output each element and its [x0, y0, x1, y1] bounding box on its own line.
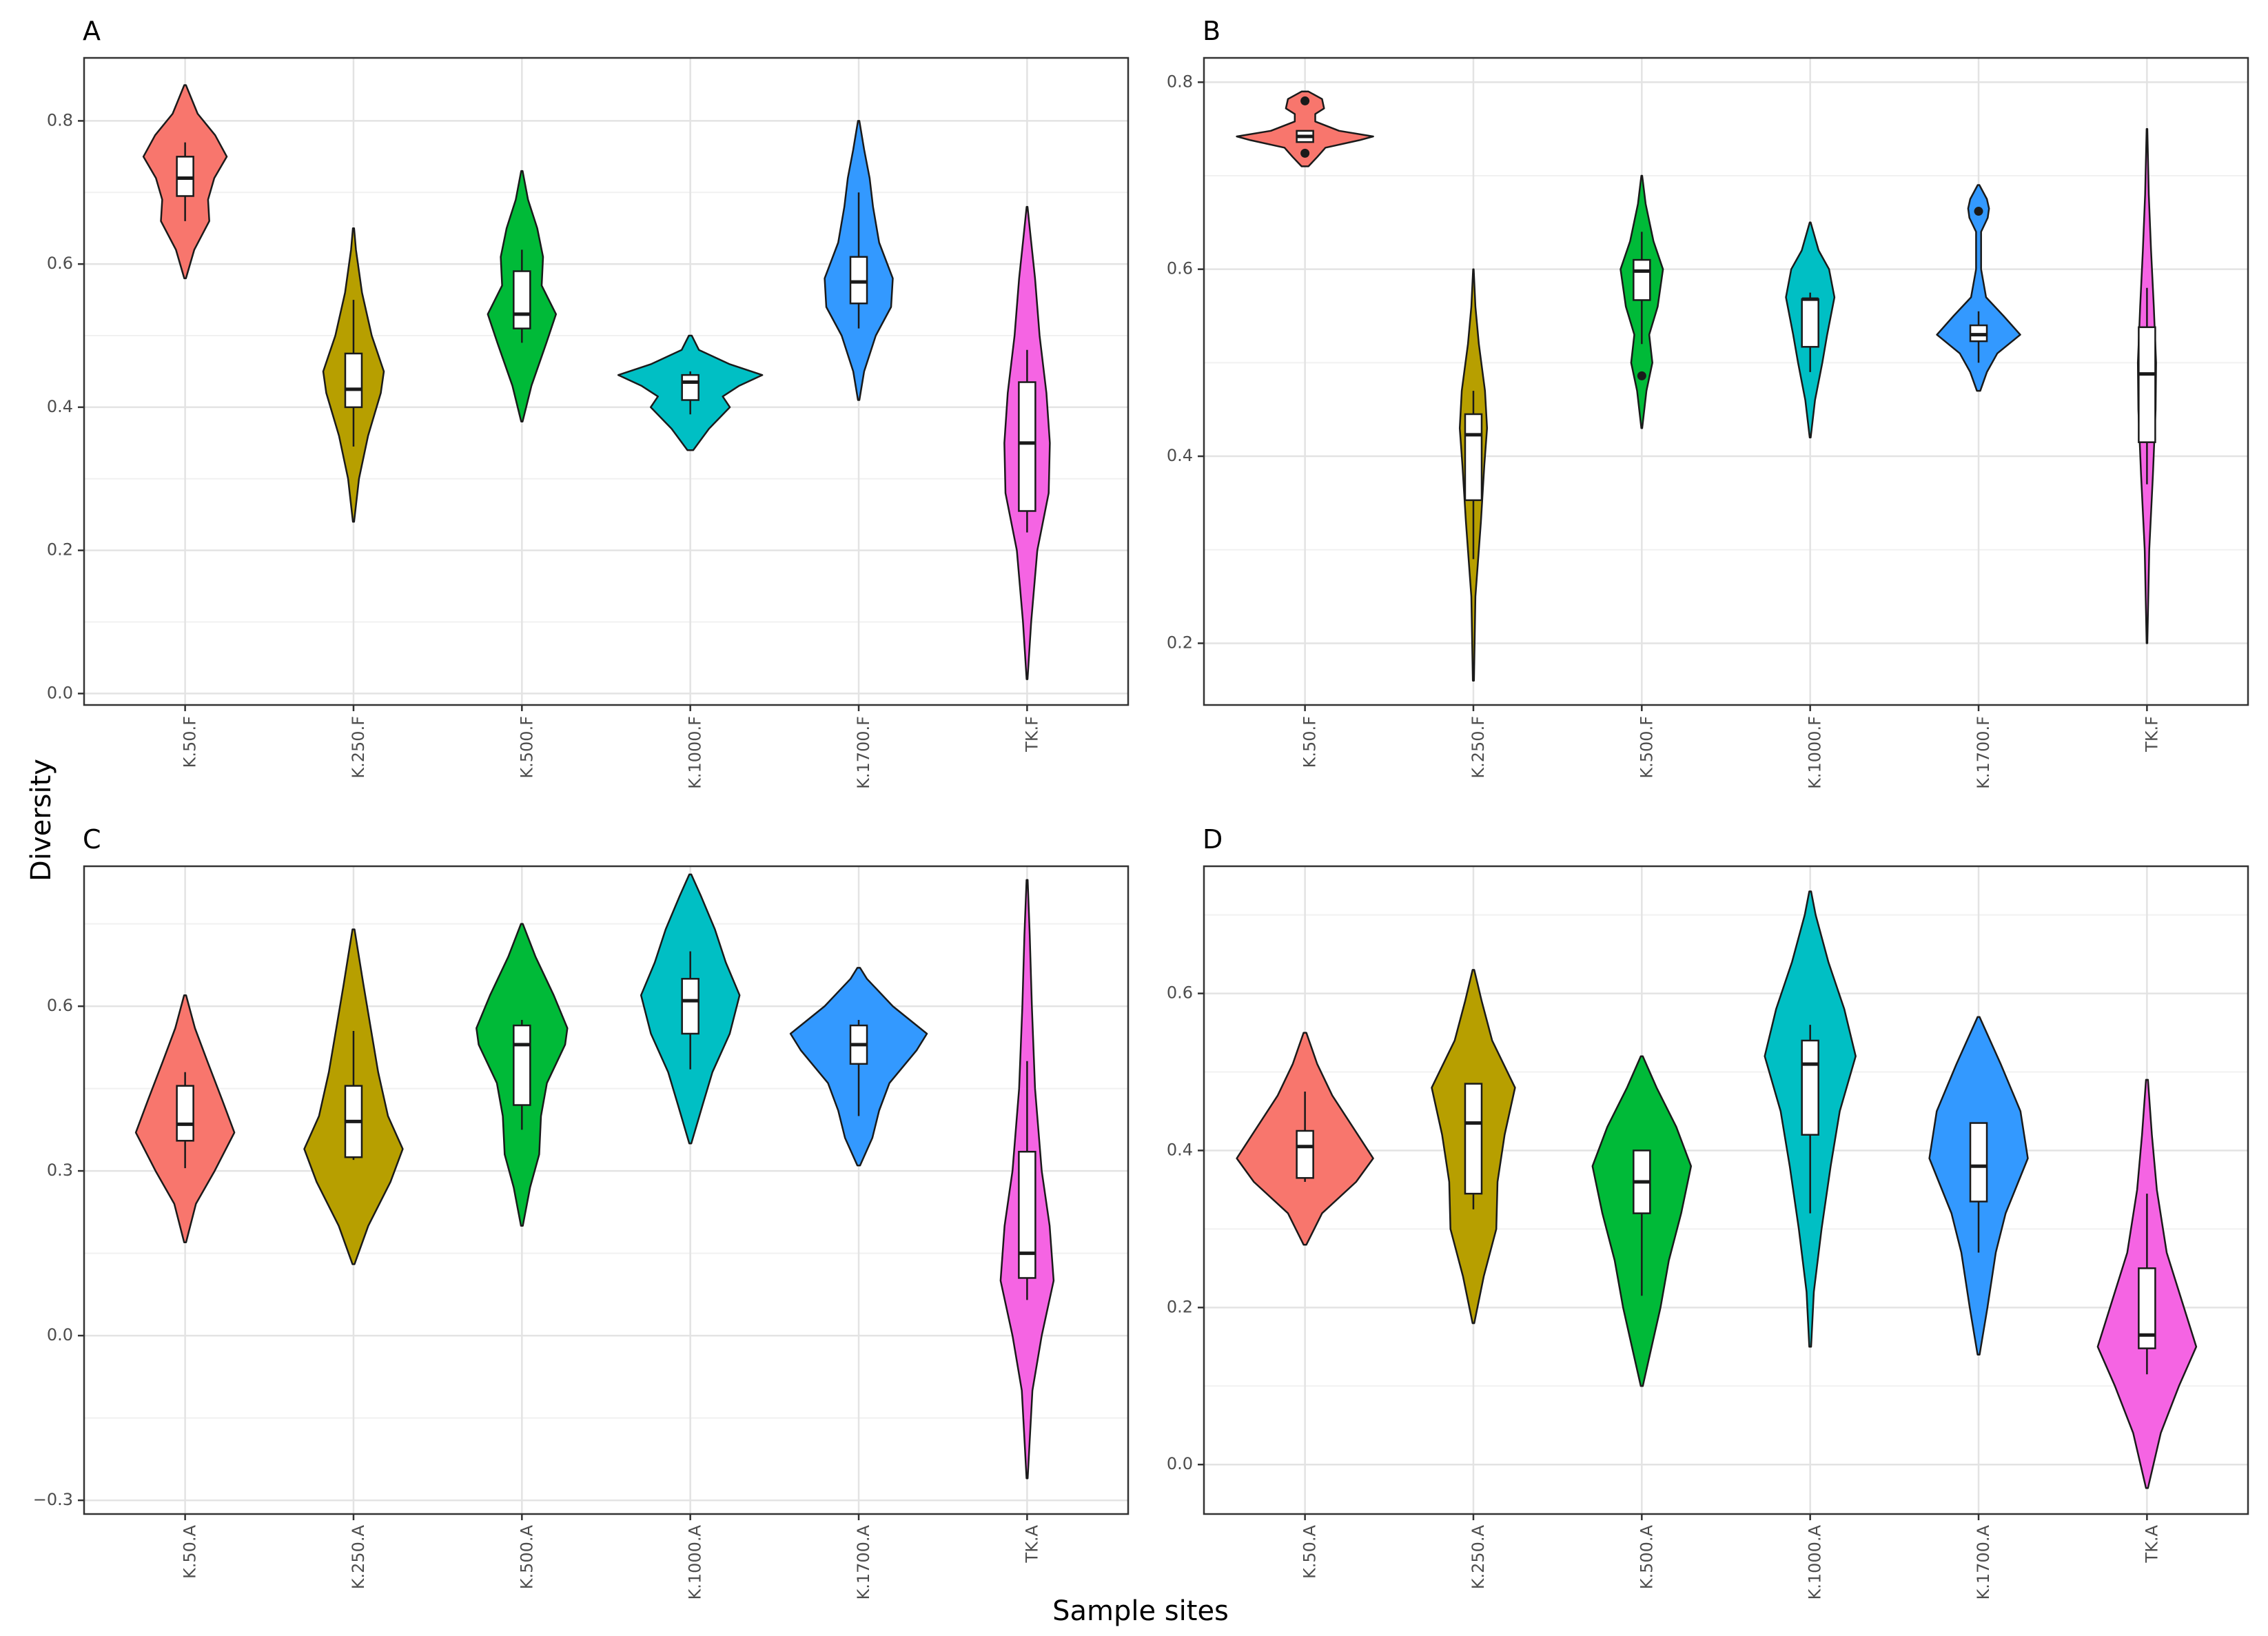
panel-b: 0.2 0.4 0.6 0.8 K.50.F K.250.F K.500.F K.1000.F…	[1167, 16, 2249, 789]
y-tick-label: 0.8	[47, 110, 73, 130]
violin-K.1700.F	[1936, 184, 2021, 392]
x-tick-label: K.250.A	[1469, 1524, 1488, 1589]
x-tick-label: K.1000.A	[686, 1524, 705, 1599]
x-tick-label: K.1000.F	[1806, 716, 1825, 789]
panel-tag-a: A	[83, 16, 101, 46]
y-tick-label: 0.4	[1167, 1140, 1193, 1159]
x-tick-label: TK.F	[2142, 716, 2161, 753]
x-tick-label: TK.A	[1022, 1524, 1041, 1563]
box-K.250.F	[1464, 413, 1483, 502]
box-K.1000.A	[681, 978, 699, 1035]
shared-y-axis-label: Diversity	[25, 759, 57, 881]
y-tick-label: 0.2	[1167, 1297, 1193, 1316]
x-tick-label: K.1000.A	[1806, 1524, 1825, 1599]
box-TK.F	[1018, 381, 1036, 512]
y-tick-label: 0.2	[1167, 633, 1193, 652]
x-tick-label: K.250.A	[349, 1524, 368, 1589]
x-tick-label: K.50.A	[1300, 1524, 1320, 1579]
y-tick-label: 0.6	[1167, 259, 1193, 278]
x-tick-label: K.50.A	[181, 1524, 200, 1579]
panel-tag-b: B	[1203, 16, 1220, 46]
box-K.1000.A	[1801, 1039, 1819, 1136]
y-tick-label: 0.0	[1167, 1454, 1193, 1473]
x-tick-label: K.1700.F	[854, 716, 873, 789]
x-tick-label: K.50.F	[1300, 716, 1320, 768]
x-tick-label: TK.A	[2142, 1524, 2161, 1563]
box-K.500.A	[513, 1024, 531, 1106]
y-tick-label: 0.6	[1167, 983, 1193, 1003]
box-K.1700.F	[849, 256, 868, 305]
box-K.250.A	[1464, 1083, 1483, 1195]
box-K.500.F	[513, 270, 531, 329]
box-K.1000.F	[1801, 298, 1819, 348]
y-tick-label: 0.0	[47, 683, 73, 702]
box-K.500.F	[1633, 258, 1651, 301]
x-tick-label: K.500.A	[517, 1524, 536, 1589]
panel-d: 0.0 0.2 0.4 0.6 K.50.A K.250.A K.500.A K.1000.A…	[1167, 824, 2249, 1600]
x-tick-label: K.250.F	[1469, 716, 1488, 779]
x-tick-label: K.1000.F	[686, 716, 705, 789]
x-tick-label: K.1700.A	[854, 1524, 873, 1599]
outlier-point	[1300, 96, 1310, 105]
box-K.250.F	[344, 352, 363, 409]
panel-border	[83, 865, 1130, 1515]
panel-a: 0.0 0.2 0.4 0.6 0.8 K.50.F K.250.F K.500.F K.100…	[47, 16, 1130, 789]
x-tick-label: K.500.A	[1637, 1524, 1656, 1589]
y-tick-label: 0.4	[47, 397, 73, 416]
x-tick-label: K.250.F	[349, 716, 368, 779]
box-K.1700.A	[1969, 1122, 1988, 1203]
box-K.50.F	[176, 156, 194, 197]
x-tick-label: K.500.F	[1637, 716, 1656, 779]
y-tick-label: 0.0	[47, 1325, 73, 1344]
outlier-point	[1637, 371, 1646, 380]
box-TK.A	[1018, 1150, 1036, 1279]
box-TK.F	[2138, 326, 2156, 443]
panel-tag-d: D	[1203, 824, 1223, 855]
y-tick-label: 0.6	[47, 996, 73, 1015]
y-tick-label: 0.3	[47, 1160, 73, 1180]
x-tick-label: TK.F	[1022, 716, 1041, 753]
panel-border	[1203, 865, 2249, 1515]
violin-K.50.F	[1236, 90, 1374, 167]
x-tick-label: K.500.F	[517, 716, 536, 779]
panel-border	[1203, 57, 2249, 706]
box-K.1000.F	[681, 374, 699, 401]
x-tick-label: K.50.F	[181, 716, 200, 768]
x-tick-label: K.1700.F	[1974, 716, 1993, 789]
box-K.50.A	[1296, 1129, 1314, 1179]
outlier-point	[1300, 148, 1310, 158]
outlier-point	[1974, 207, 1983, 216]
y-tick-label: 0.8	[1167, 72, 1193, 91]
panel-tag-c: C	[83, 824, 101, 855]
box-K.50.A	[176, 1085, 194, 1142]
panel-border	[83, 57, 1130, 706]
y-tick-label: −0.3	[33, 1490, 73, 1509]
y-tick-label: 0.2	[47, 540, 73, 560]
x-tick-label: K.1700.A	[1974, 1524, 1993, 1599]
shared-x-axis-label: Sample sites	[1052, 1595, 1229, 1627]
panel-c: −0.3 0.0 0.3 0.6 K.50.A K.250.A K.500.A K.1000.…	[33, 824, 1130, 1600]
y-tick-label: 0.4	[1167, 446, 1193, 465]
y-tick-label: 0.6	[47, 254, 73, 273]
